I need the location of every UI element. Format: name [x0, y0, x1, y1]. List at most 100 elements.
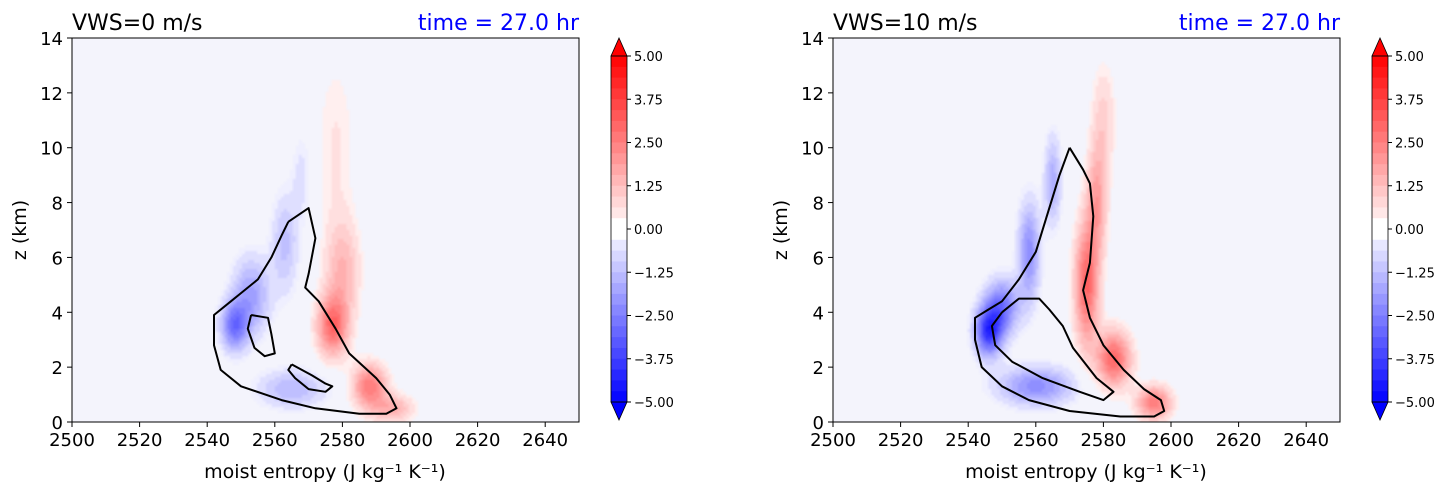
colorbar-segment	[611, 272, 627, 284]
x-axis-label-unit: (J kg⁻¹ K⁻¹)	[343, 461, 446, 483]
colorbar-segment	[1372, 77, 1388, 89]
colorbar-segment	[611, 110, 627, 122]
colorbar-tick-label: −2.50	[634, 310, 674, 325]
colorbar-segment	[611, 153, 627, 165]
colorbar-segment	[611, 304, 627, 316]
colorbar-segment	[611, 293, 627, 306]
colorbar-extend-min	[1371, 401, 1389, 421]
x-tick-label: 2500	[810, 430, 856, 451]
colorbar-segment	[611, 369, 627, 381]
panel-vws-10: 2500 2520 2540 2560 2580 2600 2620 2640 0 2 4 6 8 10…	[770, 11, 1435, 483]
colorbar-tick-label: −5.00	[1395, 396, 1435, 411]
colorbar-segment	[611, 391, 627, 403]
x-tick-label: 2520	[878, 430, 924, 451]
panel-vws-0: 2500 2520 2540 2560 2580 2600 2620 2640 0 2 4 6 8 10…	[9, 11, 674, 483]
y-tick-label: 12	[40, 84, 63, 105]
colorbar-tick-label: 3.75	[1395, 93, 1424, 108]
contour-group	[213, 207, 398, 415]
colorbar-segment	[611, 77, 627, 89]
colorbar-segment	[611, 218, 627, 230]
x-tick-label: 2560	[1013, 430, 1059, 451]
colorbar-segment	[611, 358, 627, 371]
panel-title: VWS=10 m/s	[833, 11, 978, 36]
colorbar-segment	[1372, 110, 1388, 122]
x-tick-label: 2540	[945, 430, 991, 451]
x-ticks: 2500 2520 2540 2560 2580 2600 2620 2640	[810, 422, 1329, 451]
y-tick-label: 8	[52, 194, 63, 215]
x-tick-label: 2500	[49, 430, 95, 451]
colorbar-segment	[1372, 229, 1388, 241]
y-tick-label: 14	[801, 29, 824, 50]
contour-line	[990, 297, 1115, 402]
colorbar-tick-label: 2.50	[634, 137, 663, 152]
colorbar-extend-max	[610, 37, 628, 57]
colorbar-segment	[1372, 261, 1388, 273]
x-tick-label: 2600	[1148, 430, 1194, 451]
x-tick-label: 2640	[1283, 430, 1329, 451]
x-tick-label: 2520	[117, 430, 163, 451]
x-ticks: 2500 2520 2540 2560 2580 2600 2620 2640	[49, 422, 568, 451]
x-tick-label: 2580	[1080, 430, 1126, 451]
colorbar-tick-label: −2.50	[1395, 310, 1435, 325]
x-axis-label-unit: (J kg⁻¹ K⁻¹)	[1104, 461, 1207, 483]
colorbar-segment	[1372, 66, 1388, 79]
x-tick-label: 2620	[455, 430, 501, 451]
y-ticks: 0 2 4 6 8 10 12 14	[801, 29, 833, 434]
colorbar-segment	[1372, 174, 1388, 187]
y-tick-label: 8	[813, 194, 824, 215]
colorbar-segment	[1372, 293, 1388, 306]
colorbar-segment	[1372, 337, 1388, 349]
y-tick-label: 12	[801, 84, 824, 105]
colorbar-segment	[611, 380, 627, 392]
colorbar-segment	[1372, 358, 1388, 371]
colorbar-segment	[1372, 315, 1388, 327]
colorbar-segment	[1372, 347, 1388, 360]
colorbar-segment	[611, 131, 627, 143]
x-tick-label: 2620	[1216, 430, 1262, 451]
y-axis-label: z (km)	[770, 200, 792, 260]
colorbar-segment	[1372, 250, 1388, 262]
plot-frame	[832, 37, 1341, 423]
y-tick-label: 4	[813, 303, 824, 324]
colorbar-tick-label: 5.00	[1395, 50, 1424, 65]
colorbar-segment	[1372, 272, 1388, 284]
colorbar-segment	[1372, 369, 1388, 381]
colorbar: 5.00 3.75 2.50 1.25 0.00 −1.25 −2.50 −3.75 −5.00	[610, 37, 674, 421]
colorbar-segment	[611, 120, 627, 133]
x-axis-label-name: moist entropy	[965, 461, 1097, 483]
colorbar-segment	[1372, 283, 1388, 295]
colorbar-segment	[1372, 239, 1388, 252]
heatmap-field	[833, 38, 1340, 422]
colorbar-segment	[1372, 153, 1388, 165]
colorbar-segment	[611, 250, 627, 262]
colorbar-tick-label: 0.00	[1395, 223, 1424, 238]
x-tick-label: 2600	[387, 430, 433, 451]
colorbar-segment	[1372, 207, 1388, 219]
colorbar-segment	[611, 99, 627, 111]
colorbar-segment	[611, 261, 627, 273]
colorbar-tick-label: −5.00	[634, 396, 674, 411]
colorbar-segment	[1372, 56, 1388, 68]
y-tick-label: 10	[40, 139, 63, 160]
colorbar-segment	[1372, 120, 1388, 133]
colorbar-segment	[611, 164, 627, 176]
colorbar: 5.00 3.75 2.50 1.25 0.00 −1.25 −2.50 −3.75 −5.00	[1371, 37, 1435, 421]
y-tick-label: 6	[52, 248, 63, 269]
colorbar-segment	[1372, 164, 1388, 176]
contour-group	[974, 147, 1166, 418]
time-label: time = 27.0 hr	[1179, 11, 1341, 36]
x-axis-label-name: moist entropy	[204, 461, 336, 483]
y-tick-label: 4	[52, 303, 63, 324]
y-tick-label: 14	[40, 29, 63, 50]
colorbar-segment	[611, 56, 627, 68]
colorbar-segment	[611, 326, 627, 338]
colorbar-tick-label: 1.25	[634, 180, 663, 195]
colorbar-segment	[1372, 218, 1388, 230]
colorbar-segment	[611, 239, 627, 252]
colorbar-tick-label: 0.00	[634, 223, 663, 238]
colorbar-tick-label: 3.75	[634, 93, 663, 108]
colorbar-segment	[1372, 380, 1388, 392]
x-tick-label: 2560	[252, 430, 298, 451]
